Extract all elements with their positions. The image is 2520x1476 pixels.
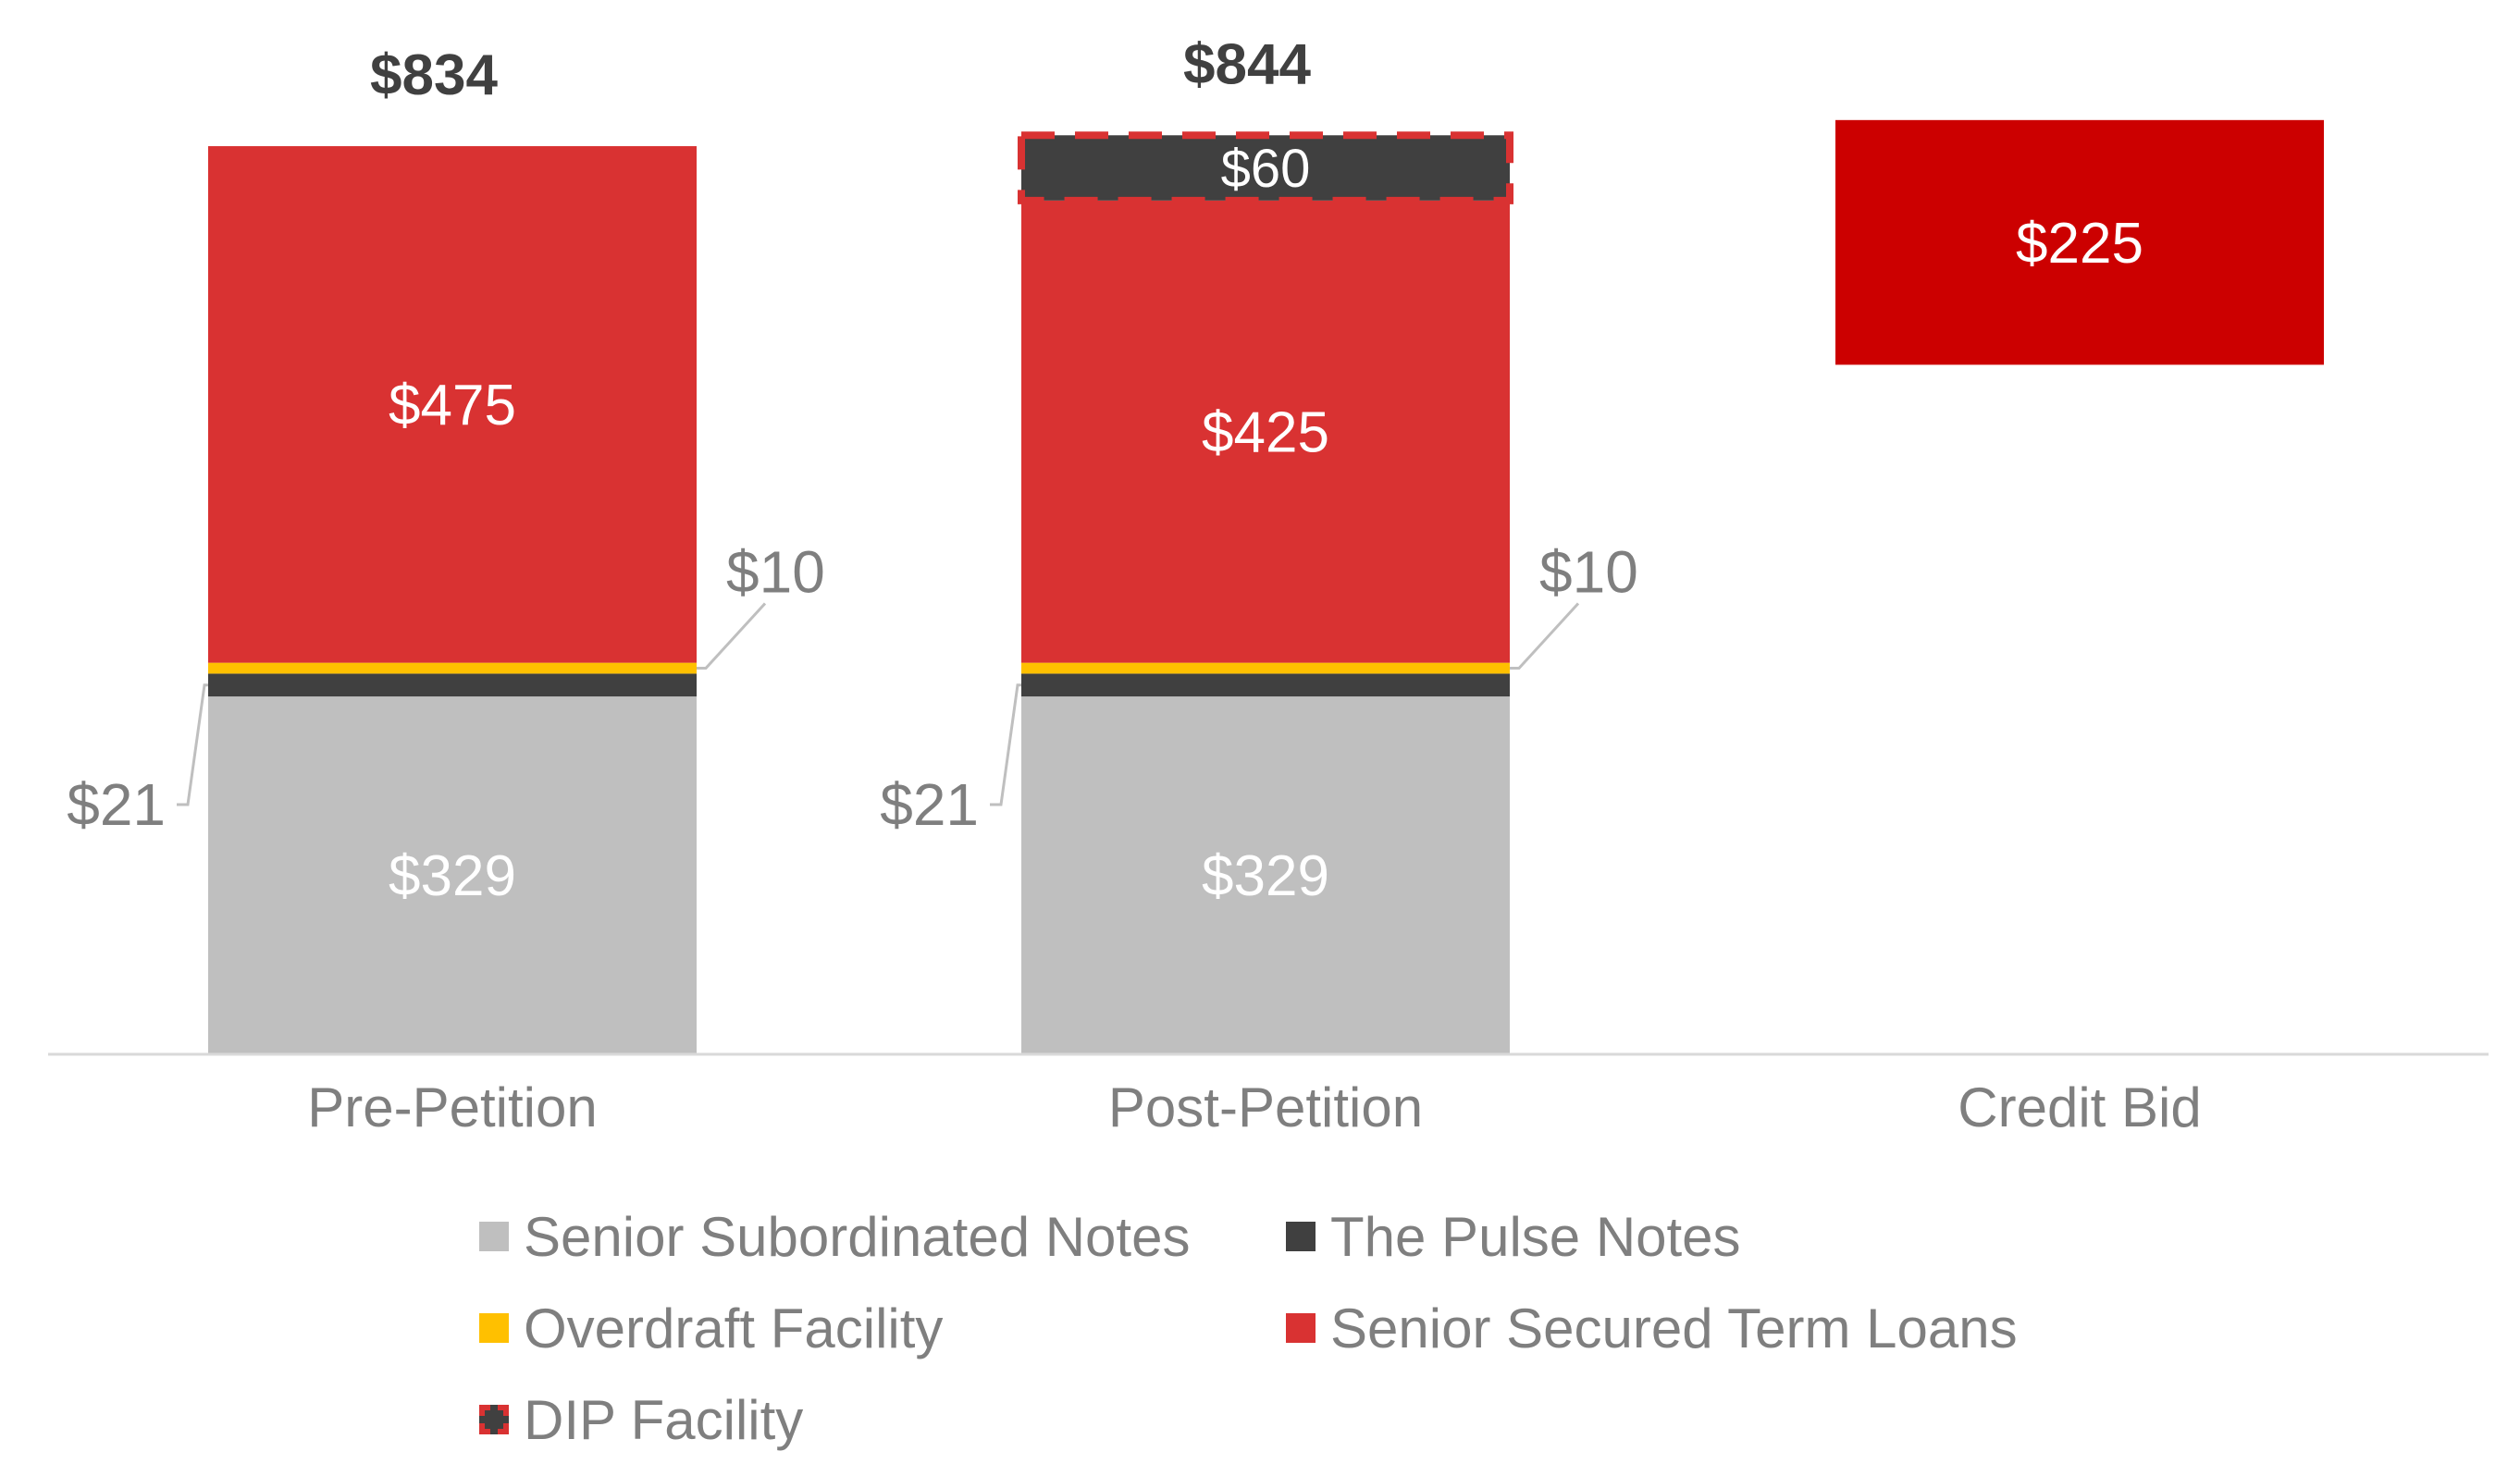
category-label-credit-bid: Credit Bid bbox=[1958, 1076, 2201, 1138]
leader-line-overdraft-facility-pre-petition bbox=[697, 602, 767, 670]
label-senior-secured-term-loans-pre-petition: $475 bbox=[389, 374, 516, 437]
label-dip-facility-post-petition: $60 bbox=[1221, 139, 1311, 199]
bar-the-pulse-notes-post-petition bbox=[1021, 673, 1510, 697]
category-label-pre-petition: Pre-Petition bbox=[307, 1076, 597, 1138]
category-label-post-petition: Post-Petition bbox=[1108, 1076, 1423, 1138]
label-senior-subordinated-notes-pre-petition: $329 bbox=[389, 844, 516, 908]
bar-overdraft-facility-post-petition bbox=[1021, 662, 1510, 674]
label-the-pulse-notes-pre-petition: $21 bbox=[67, 771, 166, 838]
bar-senior-secured-term-loans-post-petition bbox=[1021, 200, 1510, 663]
label-senior-secured-term-loans-credit-bid: $225 bbox=[2016, 212, 2143, 276]
bar-senior-secured-term-loans-credit-bid bbox=[1835, 119, 2324, 365]
bar-dip-facility-post-petition bbox=[1018, 131, 1513, 204]
bar-the-pulse-notes-pre-petition bbox=[208, 673, 697, 697]
bar-senior-secured-term-loans-pre-petition bbox=[208, 146, 697, 663]
label-overdraft-facility-pre-petition: $10 bbox=[726, 539, 825, 606]
label-senior-subordinated-notes-post-petition: $329 bbox=[1202, 844, 1329, 908]
leader-line-overdraft-facility-post-petition bbox=[1510, 602, 1580, 670]
bar-senior-subordinated-notes-post-petition bbox=[1021, 696, 1510, 1054]
bar-senior-subordinated-notes-pre-petition bbox=[208, 696, 697, 1054]
leader-line-the-pulse-notes-post-petition bbox=[990, 683, 1021, 806]
label-overdraft-facility-post-petition: $10 bbox=[1539, 539, 1638, 606]
label-the-pulse-notes-post-petition: $21 bbox=[880, 771, 979, 838]
total-label-pre-petition: $834 bbox=[370, 43, 498, 107]
total-label-post-petition: $844 bbox=[1183, 32, 1311, 96]
label-senior-secured-term-loans-post-petition: $425 bbox=[1202, 400, 1329, 464]
leader-line-the-pulse-notes-pre-petition bbox=[177, 683, 208, 806]
bar-overdraft-facility-pre-petition bbox=[208, 662, 697, 674]
